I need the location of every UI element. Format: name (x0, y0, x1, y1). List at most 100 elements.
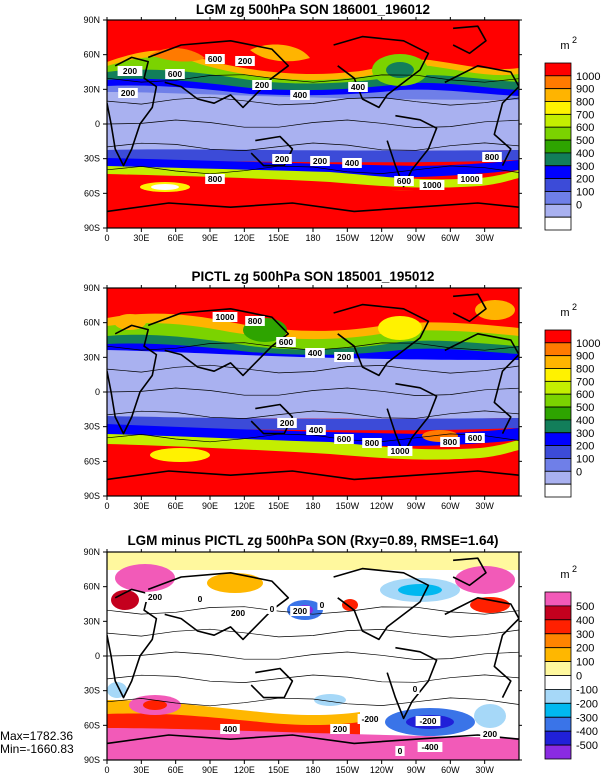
colorbar-swatch (544, 355, 572, 369)
contour-label: 600 (205, 54, 225, 64)
contour-label-bg (317, 600, 327, 610)
x-tick-label: 120W (370, 501, 394, 511)
contour-label: -400 (417, 742, 443, 752)
contour-label-bg (145, 592, 165, 602)
y-tick-label: 60S (84, 188, 100, 198)
colorbar-swatch (544, 191, 572, 205)
x-tick-label: 150W (336, 501, 360, 511)
colorbar-swatch (544, 368, 572, 382)
x-tick-label: 150E (268, 765, 289, 775)
colorbar-label: 500 (576, 402, 594, 414)
contour-label-text: 200 (148, 592, 162, 602)
contour-label-bg (465, 433, 485, 443)
x-tick-label: 150W (336, 233, 360, 243)
x-tick-label: 150E (268, 501, 289, 511)
contour-label-text: 0 (398, 746, 403, 756)
contour-line (107, 165, 519, 175)
contour-label-bg (212, 312, 238, 322)
contour-label-text: 600 (279, 337, 293, 347)
contour-label-bg (440, 437, 460, 447)
contour-label-text: 200 (231, 608, 245, 618)
x-tick-label: 30E (133, 501, 149, 511)
panel-pictl: PICTL zg 500hPa SON 185001_195012 (107, 269, 519, 496)
coastline (452, 293, 487, 323)
y-tick-label: 90N (83, 547, 100, 557)
colorbar-swatch (544, 716, 572, 732)
y-tick-label: 0 (95, 651, 100, 661)
colorbar-swatch (544, 702, 572, 718)
colorbar-unit-exponent: 2 (572, 35, 577, 45)
colorbar-label: 0 (576, 671, 582, 683)
colorbar-label: 800 (576, 364, 594, 376)
contour-label-text: 200 (121, 88, 135, 98)
contour-label-bg (342, 158, 362, 168)
coastline (333, 567, 430, 641)
y-tick-label: 60S (84, 456, 100, 466)
coastline (452, 557, 487, 587)
contour-label-bg (235, 56, 255, 66)
contour-label-bg (394, 176, 414, 186)
coastline (333, 35, 430, 109)
contour-line (107, 651, 519, 660)
panel-title: LGM minus PICTL zg 500hPa SON (Rxy=0.89,… (127, 533, 498, 548)
colorbar-swatch (544, 216, 572, 231)
colorbar-swatch (544, 458, 572, 472)
colorbar-unit-exponent: 2 (572, 564, 577, 574)
min-stat: Min=-1660.83 (0, 742, 74, 756)
contour-label-bg (205, 174, 225, 184)
contour-label-text: -200 (361, 714, 378, 724)
contour-label-text: 600 (397, 176, 411, 186)
x-tick-label: 180 (305, 233, 320, 243)
contour-label-text: 800 (248, 316, 262, 326)
colorbar-swatch (544, 744, 572, 760)
y-tick-label: 30N (83, 616, 100, 626)
contour-label-bg (330, 724, 350, 734)
colorbar-label: 400 (576, 415, 594, 427)
contour-label-bg (419, 180, 445, 190)
y-tick-label: 60S (84, 720, 100, 730)
colorbar-label: 900 (576, 351, 594, 363)
contour-line (107, 142, 519, 151)
colorbar-label: 500 (576, 135, 594, 147)
colorbar-swatch (544, 62, 572, 77)
contour-label-text: 200 (483, 729, 497, 739)
panel-overlay: 0 30E 60E 90E 120E 150E 180 150W 120W 90W 60W 30W 90… (83, 15, 600, 243)
colorbar-unit: m (560, 569, 569, 581)
contour-label-bg (277, 418, 297, 428)
x-tick-label: 90W (407, 233, 426, 243)
colorbar-label: 600 (576, 389, 594, 401)
contour-label-text: 200 (293, 606, 307, 616)
contour-label: 1000 (457, 174, 483, 184)
x-tick-label: 150E (268, 233, 289, 243)
colorbar-label: 400 (576, 615, 594, 627)
contour-label: 800 (245, 316, 265, 326)
colorbar-label: 700 (576, 376, 594, 388)
contour-line (107, 628, 519, 638)
contour-label: 0 (395, 746, 405, 756)
coastline (386, 382, 438, 456)
contour-label: 400 (306, 425, 326, 435)
contour-label-bg (228, 608, 248, 618)
colorbar-swatch (544, 419, 572, 434)
map-field (107, 288, 519, 496)
colorbar-label: 500 (576, 601, 594, 613)
coastline (386, 646, 438, 720)
contour-label-bg (387, 446, 413, 456)
contour-label-text: 800 (485, 152, 499, 162)
contour-label-text: 600 (168, 69, 182, 79)
contour-label-bg (245, 316, 265, 326)
contour-line (107, 387, 519, 396)
contour-label: -200 (415, 716, 441, 726)
colorbar-swatch (544, 114, 572, 128)
x-tick-label: 0 (104, 765, 109, 775)
contour-label-bg (165, 69, 185, 79)
contour-label-bg (290, 606, 310, 616)
contour-label-bg (290, 90, 310, 100)
panel-overlay: 0 30E 60E 90E 120E 150E 180 150W 120W 90W 60W 30W 90… (83, 283, 600, 511)
colorbar-swatch (544, 633, 572, 649)
y-tick-label: 90S (84, 755, 100, 765)
x-tick-label: 180 (305, 501, 320, 511)
contour-label: 0 (317, 600, 327, 610)
colorbar-swatch (544, 178, 572, 192)
coastline (107, 202, 519, 213)
